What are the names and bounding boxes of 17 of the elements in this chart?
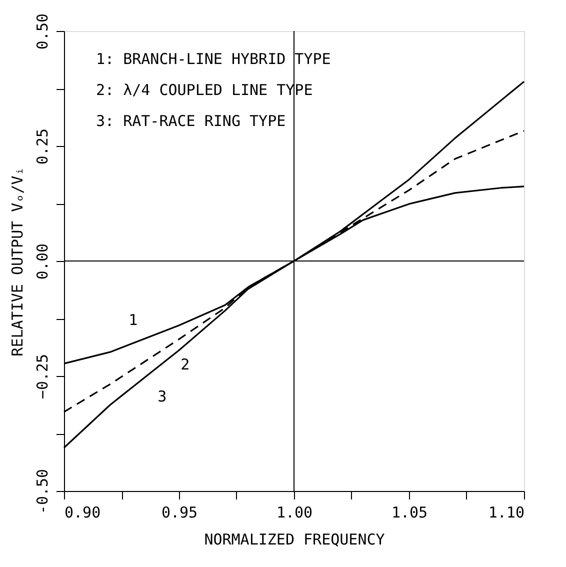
y-tick-label: 0.25 — [34, 128, 52, 165]
x-tick-label: 1.05 — [391, 504, 428, 522]
x-tick-label: 1.10 — [488, 504, 524, 522]
x-axis-title: NORMALIZED FREQUENCY — [204, 530, 385, 548]
annotation: 1 — [128, 311, 138, 330]
y-axis-title: RELATIVE OUTPUT Vₒ/Vᵢ — [8, 166, 26, 356]
annotation: 2 — [180, 355, 190, 374]
x-tick-label: 0.90 — [64, 504, 101, 522]
annotation: 3: RAT-RACE RING TYPE — [96, 112, 286, 130]
x-tick-label: 0.95 — [161, 504, 198, 522]
y-tick-label: 0.50 — [34, 13, 52, 50]
y-tick-label: −0.25 — [34, 354, 52, 400]
annotation: 3 — [158, 388, 167, 406]
y-tick-label: 0.00 — [34, 243, 52, 280]
y-tick-label: -0.50 — [34, 468, 52, 514]
annotation: 1: BRANCH-LINE HYBRID TYPE — [96, 50, 331, 68]
x-tick-label: 1.00 — [276, 504, 313, 522]
